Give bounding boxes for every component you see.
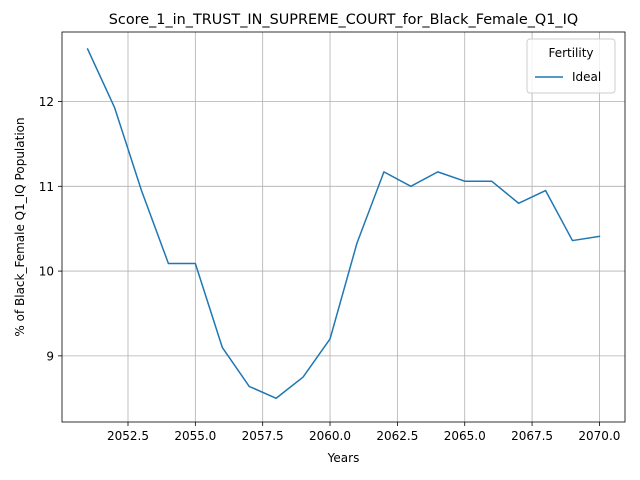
y-axis-label: % of Black_Female Q1_IQ Population (13, 117, 27, 336)
plot-area (62, 32, 625, 422)
y-tick-label: 12 (39, 95, 54, 109)
x-tick-label: 2065.0 (444, 429, 486, 443)
x-tick-label: 2055.0 (174, 429, 216, 443)
x-tick-label: 2052.5 (107, 429, 149, 443)
x-tick-label: 2070.0 (578, 429, 620, 443)
x-axis-label: Years (327, 451, 360, 465)
x-tick-label: 2062.5 (376, 429, 418, 443)
legend-label-ideal: Ideal (572, 70, 601, 84)
legend: Fertility Ideal (526, 38, 616, 94)
plot-frame (61, 31, 626, 423)
y-axis: 9 10 11 12 (39, 95, 62, 363)
x-axis: 2052.5 2055.0 2057.5 2060.0 2062.5 2065.0 2067… (107, 422, 620, 443)
grid-lines (62, 32, 625, 422)
legend-title: Fertility (548, 46, 593, 60)
y-tick-label: 11 (39, 180, 54, 194)
legend-box (526, 38, 616, 94)
series-layer (86, 47, 601, 400)
y-tick-label: 10 (39, 265, 54, 279)
chart-title: Score_1_in_TRUST_IN_SUPREME_COURT_for_Bl… (109, 12, 578, 28)
y-tick-label: 9 (46, 349, 54, 363)
x-tick-label: 2057.5 (242, 429, 284, 443)
x-tick-label: 2060.0 (309, 429, 351, 443)
series-line-ideal (86, 47, 601, 400)
x-tick-label: 2067.5 (511, 429, 553, 443)
